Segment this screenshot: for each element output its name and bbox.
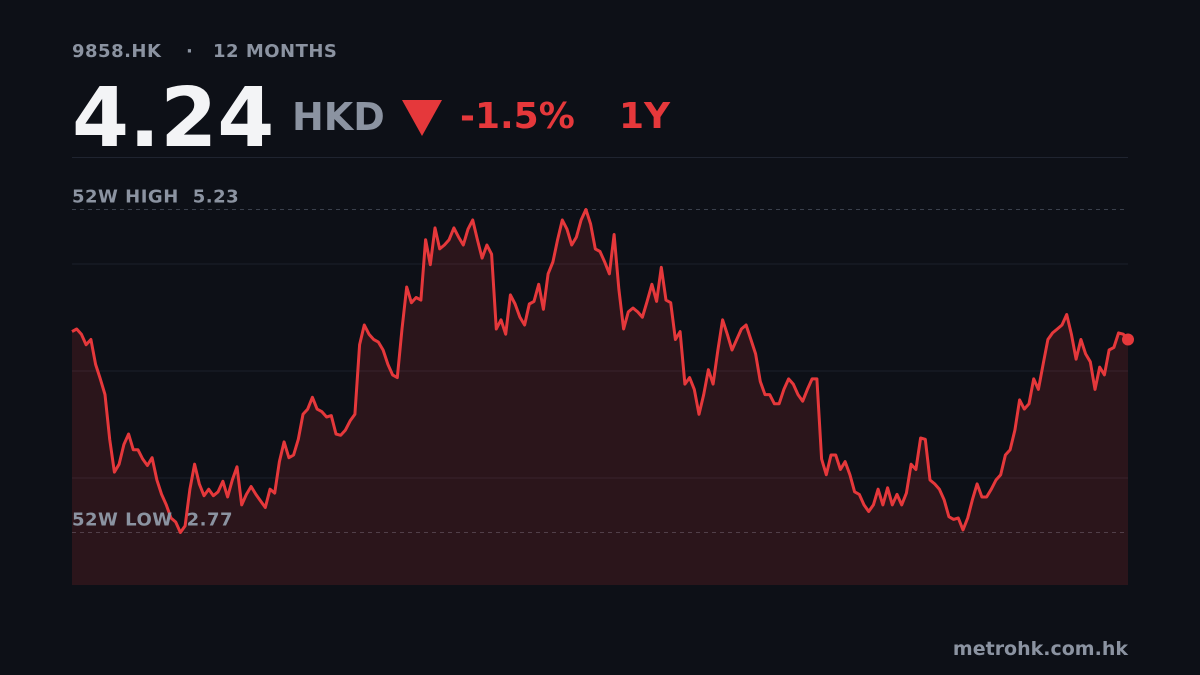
down-arrow [402, 100, 442, 136]
price: 4.24 [72, 71, 274, 166]
period: 12 MONTHS [213, 41, 337, 62]
ref-label: 52W HIGH [72, 187, 179, 208]
range: 1Y [619, 96, 671, 137]
ref-value: 2.77 [187, 509, 233, 530]
plot: 52W HIGH 5.23 52W LOW 2.77 [71, 187, 1134, 585]
price-line [71, 208, 1130, 534]
area [72, 209, 1128, 585]
change: -1.5% [460, 96, 575, 137]
ref-value: 5.23 [193, 187, 239, 208]
separator: · [186, 41, 193, 62]
symbol: 9858.HK [72, 41, 162, 62]
ref-label: 52W LOW [72, 509, 173, 530]
source: metrohk.com.hk [953, 638, 1128, 660]
last-point [1122, 333, 1134, 346]
currency: HKD [292, 95, 385, 139]
